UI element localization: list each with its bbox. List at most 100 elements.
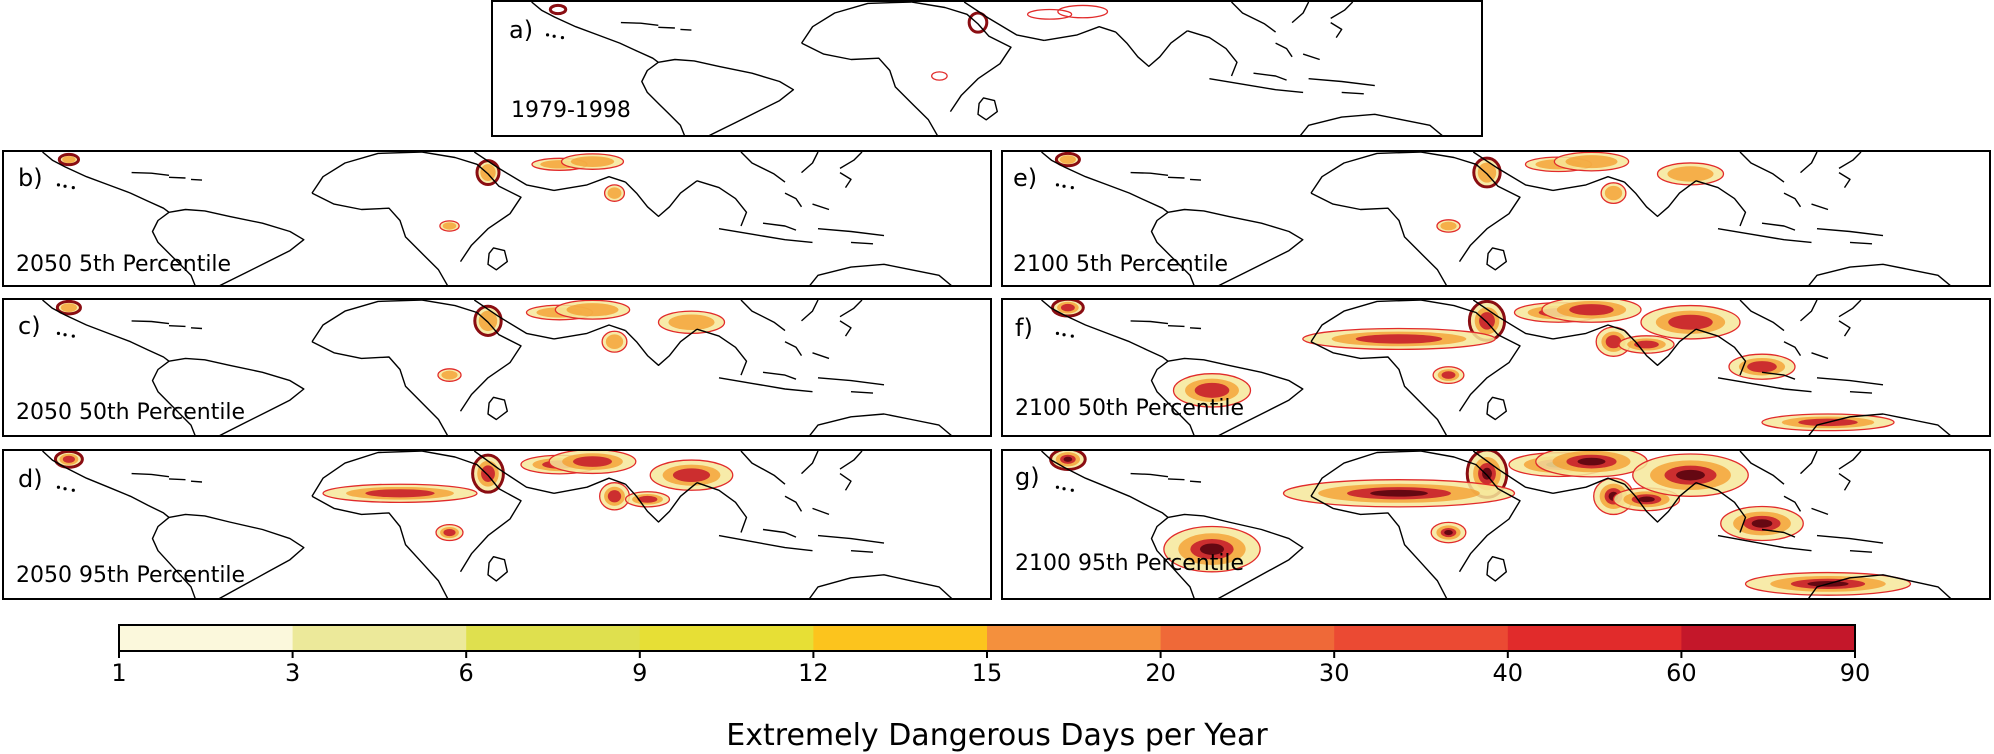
heat-contour [1761, 413, 1895, 432]
heat-contour [1728, 353, 1796, 380]
map-content [42, 451, 953, 598]
island-dot [56, 485, 61, 489]
heat-contour [53, 451, 84, 469]
island-dot [1055, 331, 1060, 335]
coastline [1167, 357, 1304, 435]
coastline [624, 482, 698, 523]
coastline [1739, 300, 1785, 332]
panel-title-b: 2050 5th Percentile [16, 252, 232, 277]
coastline [1800, 451, 1818, 475]
island-dot [71, 488, 75, 492]
coastline [421, 451, 522, 573]
heat-contour [1436, 219, 1461, 233]
heat-contour [931, 71, 948, 81]
coastline [1150, 360, 1195, 435]
heat-zone-high [1569, 304, 1614, 316]
heat-contour [1553, 152, 1630, 172]
heat-zone-extreme [1751, 519, 1773, 528]
coastline [1330, 2, 1354, 20]
heat-contour [439, 220, 460, 232]
coastline [1808, 263, 1951, 285]
coastline [740, 300, 786, 332]
heat-zone-mid [1059, 155, 1076, 164]
coastline [42, 300, 170, 362]
island-dot [63, 184, 67, 188]
coastline [1816, 377, 1884, 386]
heat-zone-extreme [1063, 456, 1073, 462]
coastline [1624, 328, 1697, 366]
colorbar: 1 3 6 9 12 15 20 30 40 60 90 [111, 624, 1870, 687]
colorbar-label: Extremely Dangerous Days per Year [726, 718, 1268, 753]
colorbar-tick-label: 6 [459, 659, 474, 687]
heat-contour [1026, 8, 1073, 20]
coastline [1167, 513, 1304, 598]
coastline [1189, 480, 1202, 483]
coastline [718, 228, 813, 244]
coastline [1624, 180, 1697, 218]
heat-contour [554, 300, 631, 320]
coastline [1041, 300, 1169, 362]
coastline [641, 61, 686, 135]
coastline [487, 396, 508, 421]
heat-zone-high [573, 456, 612, 467]
coastline [1310, 300, 1422, 343]
island-dot [56, 183, 61, 187]
coastline [1783, 192, 1802, 208]
panel-label-d: d) [18, 465, 43, 493]
coastline [311, 192, 449, 285]
island-dot [1062, 333, 1066, 337]
coastline [1486, 396, 1507, 421]
coastline [1130, 320, 1169, 325]
heat-contour [548, 3, 568, 16]
coastline [625, 328, 698, 366]
coastline [531, 2, 659, 63]
coastline [817, 377, 885, 386]
colorbar-tick-label: 3 [285, 659, 300, 687]
map-e [1041, 152, 1951, 285]
coastline [190, 178, 203, 181]
coastline [784, 192, 803, 208]
coastline [817, 228, 885, 237]
coastline [1299, 113, 1443, 135]
coastline [1808, 413, 1951, 435]
coastline [740, 451, 786, 485]
coastline [801, 2, 912, 44]
island-dot [1055, 485, 1060, 489]
coastline [487, 247, 508, 271]
coastline [680, 28, 692, 31]
coastline [168, 513, 305, 598]
coastline [1811, 352, 1829, 360]
colorbar-tick-label: 40 [1493, 659, 1524, 687]
coastline [1695, 180, 1747, 227]
heat-zone-high [1605, 335, 1622, 349]
island-dot [71, 334, 75, 338]
heat-zone-mid [570, 156, 615, 167]
coastline [1472, 300, 1554, 340]
heat-contour [548, 451, 637, 475]
coastline [1838, 152, 1862, 170]
coastline [1552, 176, 1625, 192]
coastline [168, 325, 186, 328]
coastline [168, 357, 305, 435]
island-dot [1062, 487, 1066, 491]
heat-zone-high [443, 528, 456, 537]
colorbar-segment [1507, 625, 1682, 651]
coastline [151, 516, 196, 598]
coastline [809, 574, 953, 598]
island-dot [552, 34, 556, 38]
map-a [531, 2, 1443, 135]
coastline [1816, 228, 1884, 237]
coastline [311, 341, 449, 435]
coastline [1811, 507, 1829, 516]
panel-label-a: a) [509, 16, 534, 44]
heat-contour [1430, 521, 1467, 544]
heat-contour [471, 453, 505, 494]
panel-title-f: 2100 50th Percentile [1015, 396, 1245, 421]
heat-zone-extreme [1577, 457, 1606, 466]
coastline [1167, 208, 1304, 285]
heat-contour [624, 491, 671, 508]
coastline [1310, 152, 1422, 194]
coastline [131, 171, 170, 176]
coastline [1310, 192, 1448, 285]
map-panel-f: f) 2100 50th Percentile [1001, 298, 1991, 437]
